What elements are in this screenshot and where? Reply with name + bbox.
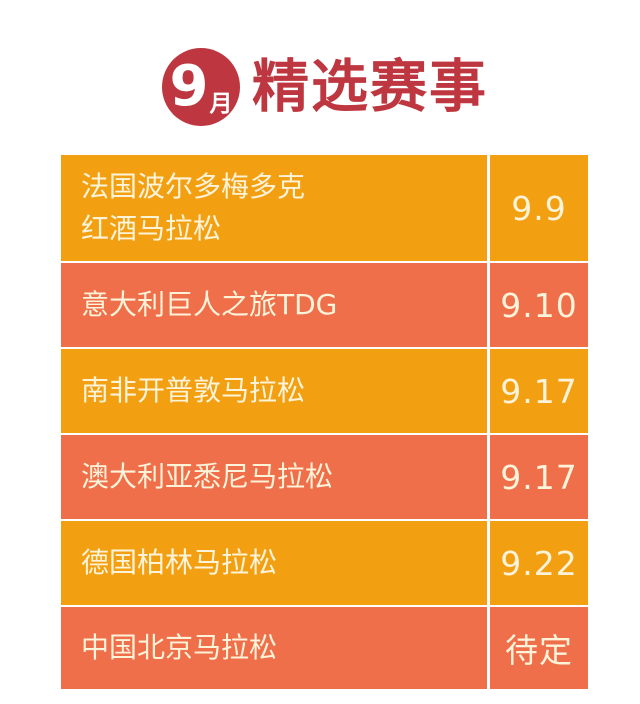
events-table: 法国波尔多梅多克 红酒马拉松 9.9 意大利巨人之旅TDG 9.10 南非开普敦… (61, 155, 588, 689)
event-name: 法国波尔多梅多克 红酒马拉松 (61, 155, 487, 261)
event-date: 9.9 (490, 155, 588, 261)
event-name: 德国柏林马拉松 (61, 521, 487, 605)
table-row: 意大利巨人之旅TDG 9.10 (61, 263, 588, 347)
page-title: 精选赛事 (252, 54, 488, 120)
month-number: 9 (169, 54, 209, 119)
event-date: 9.17 (490, 349, 588, 433)
event-name: 澳大利亚悉尼马拉松 (61, 435, 487, 519)
month-badge: 9 月 (162, 48, 240, 126)
event-name: 中国北京马拉松 (61, 607, 487, 689)
table-row: 南非开普敦马拉松 9.17 (61, 349, 588, 433)
table-row: 中国北京马拉松 待定 (61, 607, 588, 689)
table-row: 法国波尔多梅多克 红酒马拉松 9.9 (61, 155, 588, 261)
table-row: 澳大利亚悉尼马拉松 9.17 (61, 435, 588, 519)
event-date: 待定 (490, 607, 588, 689)
event-name: 南非开普敦马拉松 (61, 349, 487, 433)
event-name: 意大利巨人之旅TDG (61, 263, 487, 347)
month-suffix-label: 月 (209, 91, 233, 117)
event-date: 9.17 (490, 435, 588, 519)
event-date: 9.10 (490, 263, 588, 347)
table-row: 德国柏林马拉松 9.22 (61, 521, 588, 605)
event-date: 9.22 (490, 521, 588, 605)
header: 9 月 精选赛事 (162, 48, 488, 126)
